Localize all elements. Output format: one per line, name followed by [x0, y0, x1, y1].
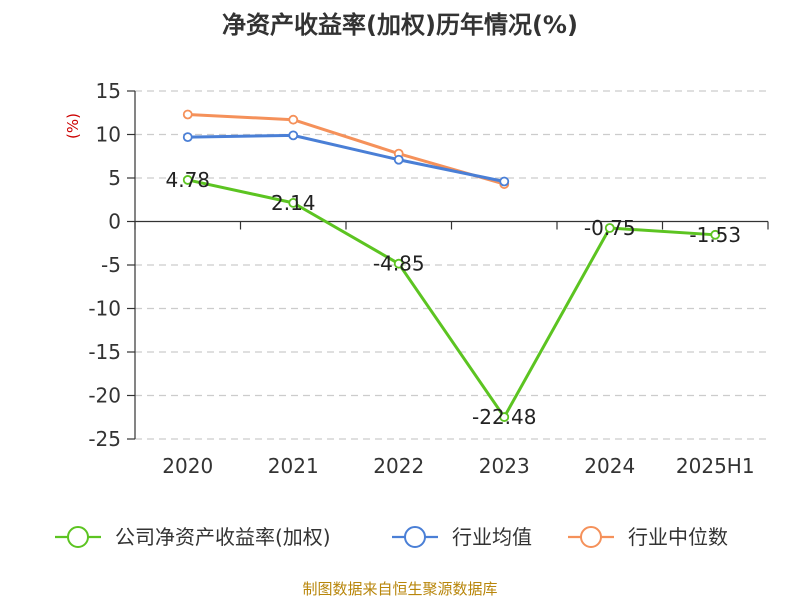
y-tick-label: -25: [88, 427, 121, 451]
x-tick-label: 2023: [479, 454, 530, 478]
series-2: [182, 109, 510, 189]
y-tick-label: -10: [88, 297, 121, 321]
x-tick-labels: 2020 2021 2022 2023 2024 2025H1: [162, 454, 754, 478]
legend-item: 公司净资产收益率(加权): [55, 525, 331, 549]
data-point: [499, 176, 510, 187]
data-point: [182, 175, 193, 185]
y-tick-label: 15: [96, 79, 121, 103]
series-line: [187, 112, 505, 186]
legend-label: 公司净资产收益率(加权): [115, 525, 331, 549]
chart-title: 净资产收益率(加权)历年情况(%): [222, 11, 578, 39]
data-point: [288, 114, 299, 125]
x-tick-label: 2021: [268, 454, 319, 478]
y-tick-label: -5: [101, 253, 121, 277]
data-point: [288, 197, 299, 208]
x-tick-label: 2020: [162, 454, 213, 478]
legend-item: 行业中位数: [568, 525, 728, 549]
legend: 公司净资产收益率(加权) 行业均值 行业中位数: [55, 525, 728, 549]
y-tick-label: -20: [88, 384, 121, 408]
data-point: [182, 109, 193, 120]
data-label: -0.75: [584, 216, 636, 240]
data-point: [604, 223, 615, 233]
data-point: [710, 229, 721, 240]
series-line: [187, 133, 505, 183]
legend-item: 行业均值: [392, 525, 532, 549]
data-point: [499, 412, 510, 422]
y-tick-labels: 15 10 5 0 -5 -10 -15 -20 -25: [88, 79, 121, 451]
data-label: 2.14: [271, 191, 316, 215]
legend-marker: [580, 526, 602, 548]
x-tick-label: 2025H1: [676, 454, 755, 478]
y-axis-unit: (%): [64, 113, 82, 139]
y-tick-label: -15: [88, 340, 121, 364]
grid-lines: [135, 90, 768, 440]
source-note: 制图数据来自恒生聚源数据库: [302, 580, 497, 598]
legend-marker: [404, 526, 426, 548]
legend-label: 行业均值: [452, 525, 532, 549]
x-tick-label: 2024: [584, 454, 635, 478]
axes: [127, 90, 769, 440]
series-lines: [182, 109, 721, 422]
series-line: [187, 178, 716, 419]
y-tick-label: 5: [108, 166, 121, 190]
y-tick-label: 10: [96, 123, 121, 147]
data-point: [393, 154, 404, 165]
data-label: -22.48: [472, 405, 536, 429]
y-tick-label: 0: [108, 210, 121, 234]
data-label: -1.53: [689, 223, 741, 247]
x-tick-label: 2022: [373, 454, 424, 478]
data-labels: 4.78 2.14 -4.85 -22.48 -0.75 -1.53: [165, 168, 741, 429]
series-1: [182, 130, 510, 187]
data-label: 4.78: [165, 168, 210, 192]
legend-label: 行业中位数: [628, 525, 728, 549]
data-label: -4.85: [373, 252, 425, 276]
legend-marker: [67, 526, 89, 548]
data-point: [288, 130, 299, 141]
data-point: [182, 132, 193, 143]
data-point: [393, 258, 404, 269]
series-0: [182, 175, 721, 422]
